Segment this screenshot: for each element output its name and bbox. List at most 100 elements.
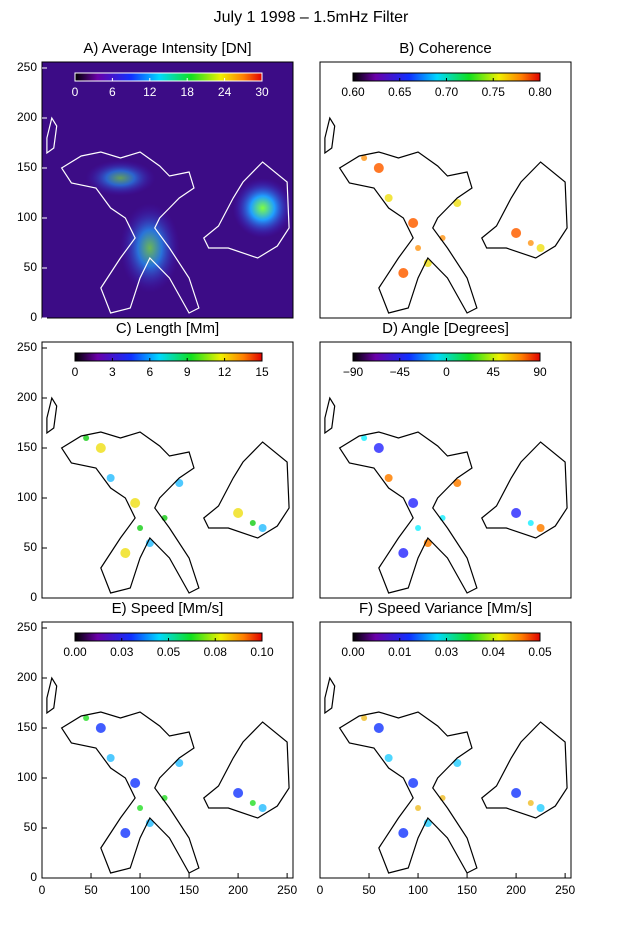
- figure-title: July 1 1998 – 1.5mHz Filter: [214, 9, 409, 26]
- colorbar-tick-label: 0.00: [63, 645, 87, 659]
- x-tick-label: 150: [457, 883, 477, 897]
- panel-title: C) Length [Mm]: [116, 320, 219, 337]
- y-tick-label: 0: [30, 870, 37, 884]
- colorbar-tick-label: 9: [184, 365, 191, 379]
- contour: [203, 441, 290, 539]
- feature-patch: [137, 525, 144, 531]
- y-tick-label: 250: [17, 620, 37, 634]
- colorbar-tick-label: 0.75: [482, 85, 506, 99]
- contour: [46, 116, 58, 155]
- contour: [203, 721, 290, 819]
- y-tick-label: 200: [17, 670, 37, 684]
- x-tick-label: 0: [317, 883, 324, 897]
- contour: [481, 161, 568, 259]
- x-tick-label: 100: [130, 883, 150, 897]
- contour: [60, 711, 200, 874]
- y-tick-label: 250: [17, 60, 37, 74]
- contour: [338, 431, 478, 594]
- colorbar-tick-label: 0.03: [435, 645, 459, 659]
- bright-region: [85, 160, 156, 196]
- feature-patch: [527, 240, 534, 246]
- colorbar-tick-label: 30: [255, 85, 269, 99]
- contour: [60, 151, 200, 314]
- colorbar-tick-label: 0.05: [157, 645, 181, 659]
- contour: [46, 676, 58, 715]
- colorbar-tick-label: 12: [143, 85, 157, 99]
- y-tick-label: 100: [17, 770, 37, 784]
- feature-patch: [95, 443, 106, 453]
- contour: [60, 431, 200, 594]
- feature-patch: [361, 435, 368, 441]
- bright-region: [119, 203, 180, 293]
- bright-region: [232, 178, 293, 238]
- y-tick-label: 0: [30, 310, 37, 324]
- colorbar-tick-label: 24: [218, 85, 232, 99]
- plot-frame: [319, 61, 572, 319]
- contour: [324, 116, 336, 155]
- feature-patch: [361, 155, 368, 161]
- colorbar: [74, 72, 263, 82]
- y-tick-label: 100: [17, 490, 37, 504]
- feature-patch: [536, 804, 545, 812]
- y-tick-label: 250: [17, 340, 37, 354]
- x-tick-label: 150: [179, 883, 199, 897]
- feature-patch: [175, 479, 184, 487]
- panel-title: E) Speed [Mm/s]: [112, 600, 224, 617]
- feature-patch: [408, 218, 419, 228]
- feature-patch: [415, 525, 422, 531]
- contour: [481, 721, 568, 819]
- feature-patch: [373, 723, 384, 733]
- feature-patch: [95, 723, 106, 733]
- contour: [338, 711, 478, 874]
- panel-title: F) Speed Variance [Mm/s]: [359, 600, 532, 617]
- feature-patch: [106, 754, 115, 762]
- plot-area: [320, 62, 571, 318]
- feature-patch: [249, 520, 256, 526]
- feature-patch: [233, 788, 244, 798]
- feature-patch: [137, 805, 144, 811]
- contour: [324, 396, 336, 435]
- y-tick-label: 200: [17, 390, 37, 404]
- colorbar-tick-label: 0.65: [388, 85, 412, 99]
- feature-patch: [130, 778, 141, 788]
- x-tick-label: 50: [362, 883, 376, 897]
- feature-patch: [398, 828, 409, 838]
- y-tick-label: 50: [24, 820, 38, 834]
- x-tick-label: 250: [277, 883, 297, 897]
- contour: [324, 676, 336, 715]
- plot-area: [320, 342, 571, 598]
- contour: [203, 161, 290, 259]
- feature-patch: [83, 715, 90, 721]
- colorbar-tick-label: 6: [146, 365, 153, 379]
- feature-patch: [384, 754, 393, 762]
- colorbar-tick-label: 12: [218, 365, 232, 379]
- feature-patch: [415, 805, 422, 811]
- colorbar-tick-label: 0.80: [528, 85, 552, 99]
- colorbar-tick-label: 0.10: [250, 645, 274, 659]
- x-tick-label: 50: [84, 883, 98, 897]
- plot-area: [42, 342, 293, 598]
- y-tick-label: 100: [17, 210, 37, 224]
- y-tick-label: 0: [30, 590, 37, 604]
- feature-patch: [511, 788, 522, 798]
- contour: [338, 151, 478, 314]
- contour: [46, 396, 58, 435]
- feature-patch: [398, 268, 409, 278]
- panel-title: B) Coherence: [399, 40, 492, 57]
- feature-patch: [258, 524, 267, 532]
- feature-patch: [527, 520, 534, 526]
- feature-patch: [408, 498, 419, 508]
- y-tick-label: 150: [17, 720, 37, 734]
- feature-patch: [511, 508, 522, 518]
- feature-patch: [130, 498, 141, 508]
- panel-title: D) Angle [Degrees]: [382, 320, 509, 337]
- x-tick-label: 100: [408, 883, 428, 897]
- colorbar-tick-label: 0.01: [388, 645, 412, 659]
- colorbar-tick-label: 0.08: [204, 645, 228, 659]
- feature-patch: [453, 479, 462, 487]
- feature-patch: [527, 800, 534, 806]
- colorbar-tick-label: −90: [343, 365, 364, 379]
- colorbar-tick-label: 15: [255, 365, 269, 379]
- feature-patch: [536, 244, 545, 252]
- colorbar-tick-label: 45: [487, 365, 501, 379]
